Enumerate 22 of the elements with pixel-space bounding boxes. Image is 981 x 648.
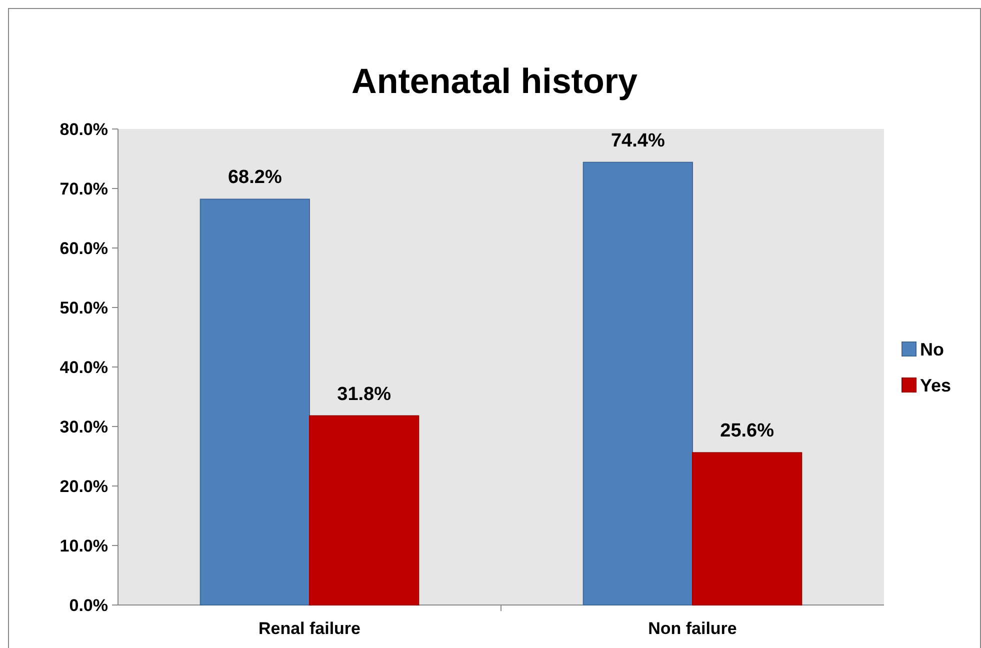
data-label: 68.2% [228, 167, 282, 188]
y-tick-label: 0.0% [69, 596, 108, 615]
bar [692, 452, 802, 606]
y-tick-label: 10.0% [60, 536, 108, 556]
y-tick-label: 80.0% [60, 120, 108, 139]
legend-label: No [920, 339, 944, 360]
x-tick-label: Non failure [648, 619, 737, 638]
y-tick-label: 40.0% [60, 358, 108, 377]
x-tick-label: Renal failure [258, 619, 361, 638]
y-tick-label: 70.0% [60, 179, 108, 198]
chart-title: Antenatal history [352, 62, 638, 101]
y-tick-label: 20.0% [60, 476, 108, 496]
legend-label: Yes [920, 375, 952, 396]
bar [309, 415, 420, 606]
y-tick-label: 30.0% [60, 417, 108, 436]
data-label: 25.6% [720, 420, 774, 442]
y-tick-label: 60.0% [60, 238, 108, 258]
bar [582, 162, 693, 606]
data-label: 31.8% [337, 384, 392, 405]
data-label: 74.4% [610, 130, 665, 152]
bar [200, 198, 310, 606]
y-tick-label: 50.0% [60, 298, 108, 318]
